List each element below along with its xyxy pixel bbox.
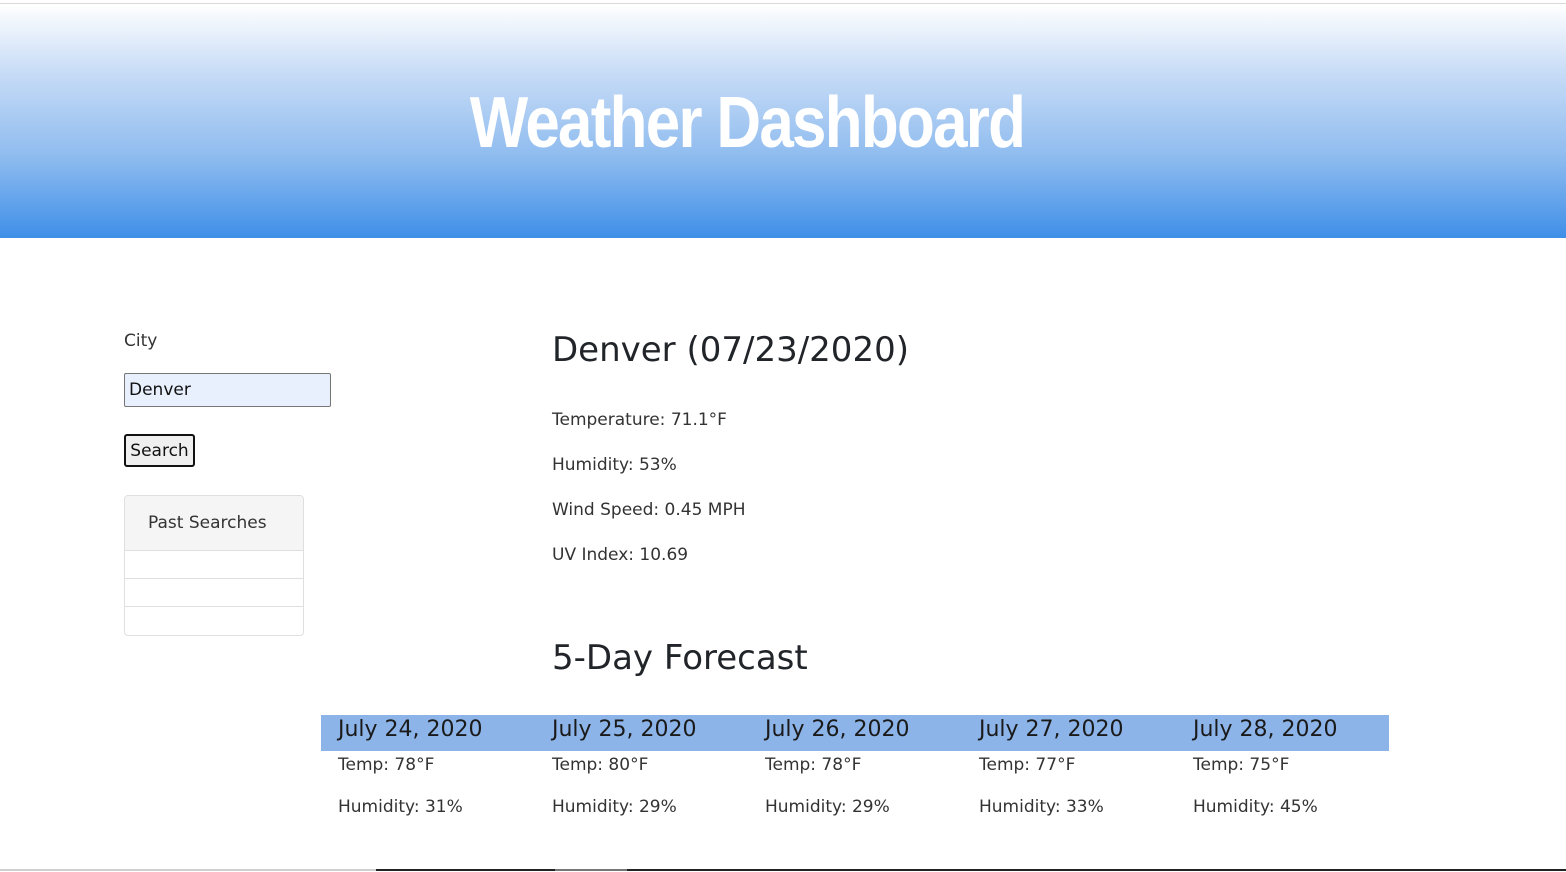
forecast-day-temp: Temp: 78°F [765, 755, 862, 775]
forecast-day: July 26, 2020 Temp: 78°F Humidity: 29% [765, 715, 975, 817]
current-temperature: Temperature: 71.1°F [552, 410, 727, 430]
past-search-item[interactable] [125, 607, 303, 635]
forecast-day-date: July 28, 2020 [1193, 717, 1338, 742]
current-wind-speed: Wind Speed: 0.45 MPH [552, 500, 746, 520]
current-humidity: Humidity: 53% [552, 455, 677, 475]
city-label: City [124, 331, 158, 351]
forecast-day-date: July 27, 2020 [979, 717, 1124, 742]
forecast-day-humidity: Humidity: 29% [552, 797, 677, 817]
forecast-title: 5-Day Forecast [552, 638, 808, 678]
forecast-day-temp: Temp: 80°F [552, 755, 649, 775]
forecast-day: July 25, 2020 Temp: 80°F Humidity: 29% [552, 715, 762, 817]
forecast-day-humidity: Humidity: 33% [979, 797, 1104, 817]
forecast-day: July 27, 2020 Temp: 77°F Humidity: 33% [979, 715, 1189, 817]
past-search-item[interactable] [125, 579, 303, 607]
page-header: Weather Dashboard [0, 4, 1566, 238]
forecast-day-date: July 26, 2020 [765, 717, 910, 742]
past-searches-card: Past Searches [124, 495, 304, 636]
past-searches-title: Past Searches [125, 496, 303, 551]
page-title: Weather Dashboard [469, 83, 1026, 163]
forecast-day: July 24, 2020 Temp: 78°F Humidity: 31% [338, 715, 548, 817]
horizontal-scrollbar[interactable] [376, 869, 1566, 871]
top-border [0, 3, 1566, 4]
scrollbar-thumb[interactable] [555, 869, 627, 871]
forecast-day-humidity: Humidity: 29% [765, 797, 890, 817]
current-city-title: Denver (07/23/2020) [552, 330, 909, 370]
current-uv-index: UV Index: 10.69 [552, 545, 689, 565]
forecast-day-date: July 25, 2020 [552, 717, 697, 742]
forecast-day-temp: Temp: 77°F [979, 755, 1076, 775]
forecast-header-band [321, 715, 1389, 751]
city-search-input[interactable] [124, 373, 331, 407]
horizontal-scrollbar-track [0, 869, 376, 871]
search-button[interactable]: Search [124, 434, 195, 467]
forecast-day-date: July 24, 2020 [338, 717, 483, 742]
forecast-day-temp: Temp: 75°F [1193, 755, 1290, 775]
past-search-item[interactable] [125, 551, 303, 579]
forecast-day-temp: Temp: 78°F [338, 755, 435, 775]
forecast-day: July 28, 2020 Temp: 75°F Humidity: 45% [1193, 715, 1403, 817]
forecast-day-humidity: Humidity: 31% [338, 797, 463, 817]
forecast-day-humidity: Humidity: 45% [1193, 797, 1318, 817]
